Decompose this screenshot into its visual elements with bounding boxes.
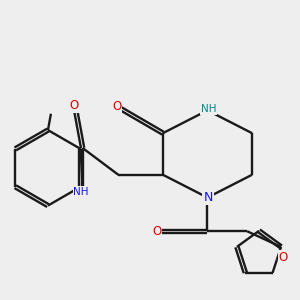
Text: O: O xyxy=(70,99,79,112)
Text: O: O xyxy=(279,251,288,264)
Text: NH: NH xyxy=(201,104,216,115)
Text: N: N xyxy=(203,191,213,204)
Text: NH: NH xyxy=(74,187,89,197)
Text: O: O xyxy=(112,100,121,112)
Text: O: O xyxy=(152,225,161,238)
